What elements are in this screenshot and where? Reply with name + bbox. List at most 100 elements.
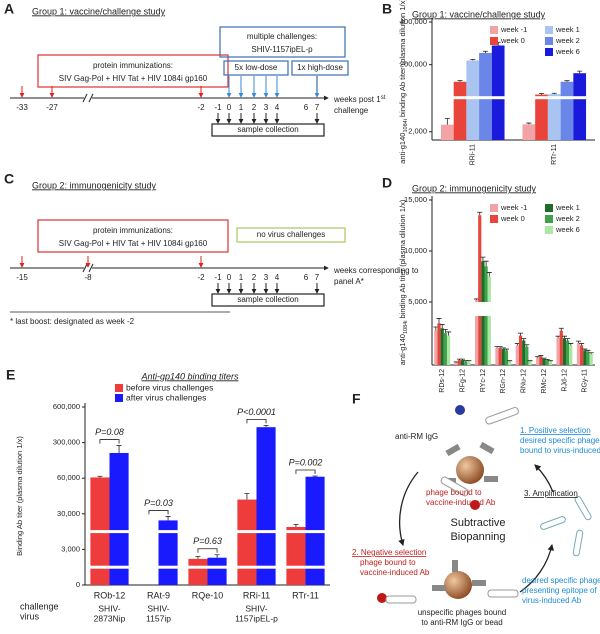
panel-label: D xyxy=(382,175,392,191)
p-value: P=0.08 xyxy=(95,427,124,437)
error-bar xyxy=(518,332,524,336)
bar xyxy=(158,520,178,585)
error-bar xyxy=(507,360,513,362)
y-axis-label: binding Ab titer (plasma dilution 1/x) xyxy=(398,0,407,119)
bar xyxy=(434,330,438,365)
legend-swatch xyxy=(490,204,498,212)
week-label: -1 xyxy=(214,273,222,282)
phage xyxy=(540,516,566,530)
error-bar xyxy=(195,556,201,559)
y-tick-label: 3,000 xyxy=(61,544,80,553)
bar xyxy=(454,362,458,365)
axis-label: weeks post 1st xyxy=(333,95,386,105)
week-label: -15 xyxy=(16,273,28,282)
antibody xyxy=(445,443,461,457)
error-bar xyxy=(541,357,547,359)
box-text: no virus challenges xyxy=(257,230,325,239)
legend-swatch xyxy=(545,215,553,223)
error-bar xyxy=(538,355,544,357)
cycle-arrows xyxy=(398,464,554,593)
axis-label: weeks post 1 xyxy=(333,95,381,104)
error-bar xyxy=(565,338,571,341)
axis-label: panel A* xyxy=(334,277,364,286)
error-bar xyxy=(588,352,594,354)
footnote: * last boost: designated as week -2 xyxy=(10,317,135,326)
bar xyxy=(495,347,499,365)
virus-label: SHIV- xyxy=(98,603,120,613)
antibody xyxy=(484,476,498,482)
panel-label: C xyxy=(4,171,14,187)
box-text: multiple challenges: xyxy=(247,32,317,41)
bar xyxy=(109,452,129,585)
week-label: 6 xyxy=(304,273,309,282)
week-label: 2 xyxy=(252,103,257,112)
bar xyxy=(437,323,441,365)
week-label: 3 xyxy=(264,273,269,282)
bar xyxy=(573,73,587,140)
phages xyxy=(377,405,592,604)
bar xyxy=(522,124,536,140)
immunization-box xyxy=(37,54,229,88)
y-axis-label: anti-g140 xyxy=(398,133,407,164)
antibody xyxy=(452,560,458,572)
legend-label: week 6 xyxy=(555,47,580,56)
phage xyxy=(487,589,519,598)
label: presenting epitope of xyxy=(522,586,598,595)
chart-title: Group 1: vaccine/challenge study xyxy=(412,9,546,19)
bar xyxy=(539,356,543,365)
virus-label: 1157ip xyxy=(146,613,171,623)
bar xyxy=(559,330,563,365)
legend-label: week 1 xyxy=(555,203,580,212)
panel-f: F anti-RM IgG 1. Positive selection desi… xyxy=(352,391,600,627)
error-bar xyxy=(436,318,442,324)
y-axis-label: 1084i xyxy=(403,321,409,334)
legend-swatch xyxy=(490,37,498,45)
label: Biopanning xyxy=(450,531,505,543)
bar xyxy=(569,345,573,365)
axis-label: weeks corresponding to xyxy=(333,266,419,275)
error-bar xyxy=(165,516,171,521)
legend-label: after virus challenges xyxy=(126,392,206,402)
error-bar xyxy=(97,475,103,478)
x-tick-label: RGn-12 xyxy=(500,369,507,394)
error-bar xyxy=(558,327,564,331)
cycle-arrow xyxy=(534,464,554,493)
panel-label: B xyxy=(382,1,392,17)
week-label: 0 xyxy=(227,273,232,282)
box-text: 5x low-dose xyxy=(235,63,278,72)
y-axis-label: anti-g1401084i binding Ab titer (plasma … xyxy=(398,0,409,164)
label: phage bound to xyxy=(426,488,482,497)
y-axis-label: Binding Ab titer (plasma dilution 1/x) xyxy=(15,436,24,556)
phage xyxy=(385,595,417,604)
legend-label: week 2 xyxy=(555,36,580,45)
low-dose-box xyxy=(223,60,289,76)
label: Subtractive xyxy=(450,517,505,529)
significance-bracket xyxy=(99,439,120,444)
y-axis-label: anti-g1401084i binding Ab titer (plasma … xyxy=(398,199,409,365)
bar xyxy=(440,328,444,365)
error-bar xyxy=(579,343,585,346)
error-bar xyxy=(442,329,448,334)
y-tick-label: 400,000 xyxy=(400,17,427,26)
bar xyxy=(453,81,467,140)
bar xyxy=(547,94,561,140)
label: desired specific phage xyxy=(520,436,600,445)
week-label: 4 xyxy=(275,273,280,282)
chart: B Group 1: vaccine/challenge studyanti-g1… xyxy=(382,0,596,165)
x-tick-label: ROb-12 xyxy=(94,590,126,600)
significance-bracket xyxy=(246,418,267,424)
week-label: 4 xyxy=(275,103,280,112)
bar xyxy=(522,340,526,365)
chart: E Anti-gp140 binding titers Binding Ab tit… xyxy=(6,367,331,623)
x-tick-label: RJd-12 xyxy=(561,369,568,392)
error-bar xyxy=(460,358,466,361)
x-tick-label: RFg-12 xyxy=(459,369,466,392)
label: to anti-RM IgG or bead xyxy=(421,618,502,627)
panel-title: Group 2: immunogenicity study xyxy=(32,180,157,190)
error-bar xyxy=(116,445,122,453)
bar xyxy=(580,345,584,365)
label: 3. Amplification xyxy=(524,489,578,498)
chart-title: Anti-gp140 binding titers xyxy=(140,371,239,381)
y-tick-label: 10,000 xyxy=(404,246,427,255)
label: vaccine-induced Ab xyxy=(426,498,496,507)
